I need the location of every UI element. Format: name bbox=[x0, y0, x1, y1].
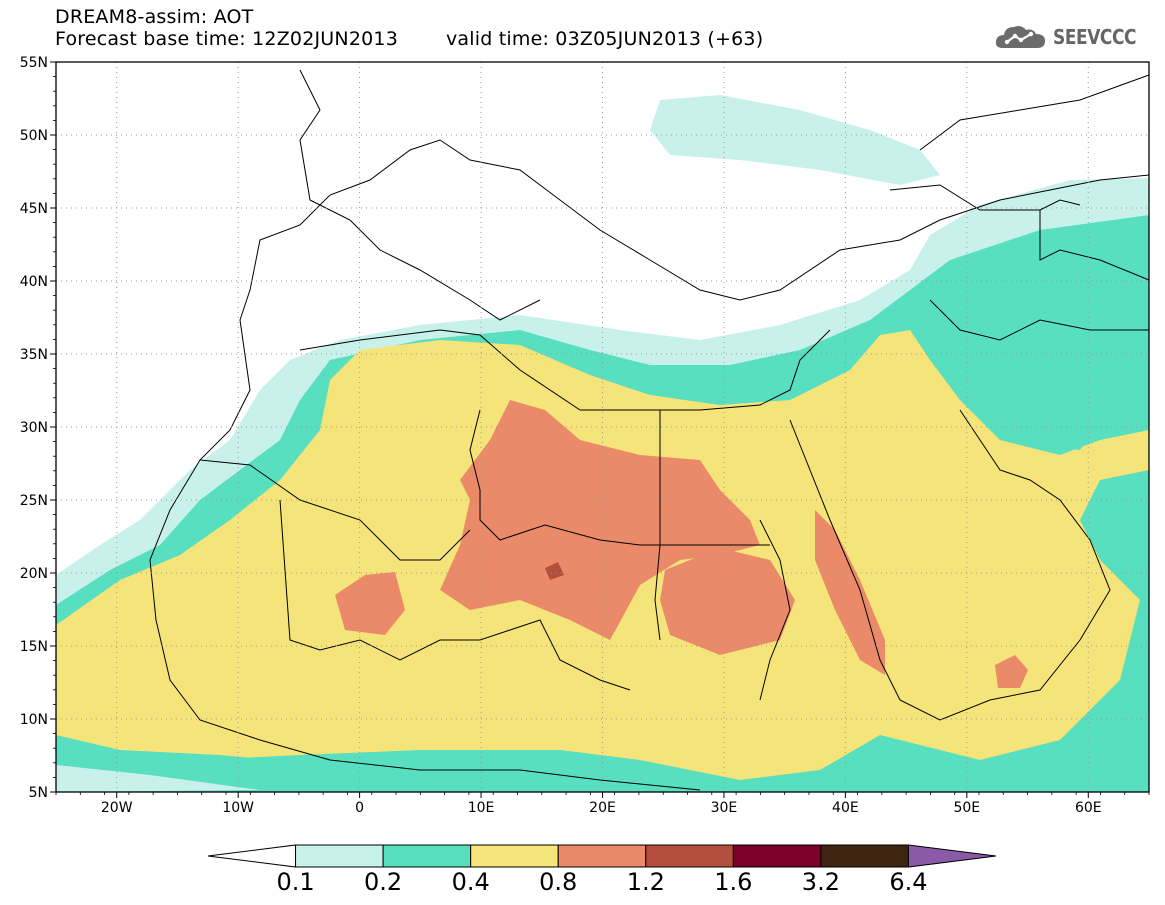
lat-axis: 55N 50N 45N 40N 35N 30N 25N 20N 15N 10N 5N bbox=[20, 55, 56, 801]
lat-tick-label: 45N bbox=[20, 201, 48, 217]
lat-tick-label: 30N bbox=[20, 420, 48, 436]
lat-tick-label: 40N bbox=[20, 274, 48, 290]
lat-tick-label: 5N bbox=[29, 785, 48, 801]
aot-contour-0.8-redsea bbox=[815, 510, 885, 675]
graticule bbox=[56, 62, 1149, 792]
lon-tick-label: 40E bbox=[832, 800, 859, 816]
aot-contour-0.8-niger bbox=[335, 572, 405, 635]
colorbar: 0.1 0.2 0.4 0.8 1.2 1.6 3.2 6.4 bbox=[207, 844, 997, 896]
lon-tick-label: 30E bbox=[711, 800, 738, 816]
lat-tick-label: 35N bbox=[20, 347, 48, 363]
colorbar-label: 0.4 bbox=[452, 868, 490, 896]
colorbar-label: 0.2 bbox=[364, 868, 402, 896]
seevccc-logo: SEEVCCC bbox=[993, 22, 1151, 52]
lon-tick-label: 20W bbox=[101, 800, 133, 816]
colorbar-swatch bbox=[557, 844, 647, 868]
colorbar-swatch bbox=[470, 844, 559, 868]
lon-tick-label: 50E bbox=[953, 800, 980, 816]
time-line: Forecast base time: 12Z02JUN2013 valid ti… bbox=[55, 28, 763, 50]
colorbar-swatch bbox=[382, 844, 472, 868]
colorbar-label: 1.6 bbox=[714, 868, 752, 896]
lat-tick-label: 25N bbox=[20, 493, 48, 509]
aot-contour-0.8-sudan bbox=[660, 548, 795, 655]
lon-tick-label: 20E bbox=[589, 800, 616, 816]
cloud-icon bbox=[996, 26, 1046, 48]
colorbar-min-arrow bbox=[207, 844, 297, 868]
map-title: DREAM8-assim: AOT bbox=[55, 6, 254, 28]
colorbar-swatch bbox=[820, 844, 909, 868]
aot-contour-1.2 bbox=[545, 562, 564, 580]
coastlines bbox=[149, 69, 1149, 791]
colorbar-label: 0.8 bbox=[539, 868, 577, 896]
colorbar-label: 3.2 bbox=[802, 868, 840, 896]
colorbar-swatch bbox=[645, 844, 734, 868]
aot-field bbox=[56, 62, 1149, 792]
colorbar-swatch bbox=[732, 844, 822, 868]
logo-text: SEEVCCC bbox=[1053, 25, 1137, 49]
colorbar-label: 6.4 bbox=[889, 868, 927, 896]
aot-contour-0.2-east bbox=[910, 235, 1149, 450]
colorbar-label: 1.2 bbox=[627, 868, 665, 896]
lat-tick-label: 55N bbox=[20, 55, 48, 71]
aot-contour-0.1-south bbox=[56, 765, 260, 792]
valid-time: valid time: 03Z05JUN2013 (+63) bbox=[445, 28, 764, 50]
map-header: DREAM8-assim: AOT Forecast base time: 12… bbox=[55, 6, 763, 50]
aot-contour-0.8-yemen bbox=[995, 655, 1028, 688]
colorbar-swatch bbox=[295, 844, 384, 868]
lon-axis: 20W 10W 0 10E 20E 30E 40E 50E 60E bbox=[55, 792, 1150, 816]
colorbar-max-arrow bbox=[907, 844, 997, 868]
colorbar-label: 0.1 bbox=[276, 868, 314, 896]
lat-tick-label: 20N bbox=[20, 566, 48, 582]
lat-tick-label: 10N bbox=[20, 712, 48, 728]
lat-tick-label: 15N bbox=[20, 639, 48, 655]
lon-tick-label: 10W bbox=[222, 800, 254, 816]
base-time: Forecast base time: 12Z02JUN2013 bbox=[55, 28, 398, 50]
aot-contour-0.2-south bbox=[56, 735, 1090, 792]
lon-tick-label: 0 bbox=[355, 800, 364, 816]
aot-contour-0.1-north bbox=[650, 95, 940, 185]
lon-tick-label: 60E bbox=[1075, 800, 1102, 816]
lon-tick-label: 10E bbox=[468, 800, 495, 816]
lat-tick-label: 50N bbox=[20, 128, 48, 144]
aot-contour-0.8-central bbox=[440, 400, 760, 640]
